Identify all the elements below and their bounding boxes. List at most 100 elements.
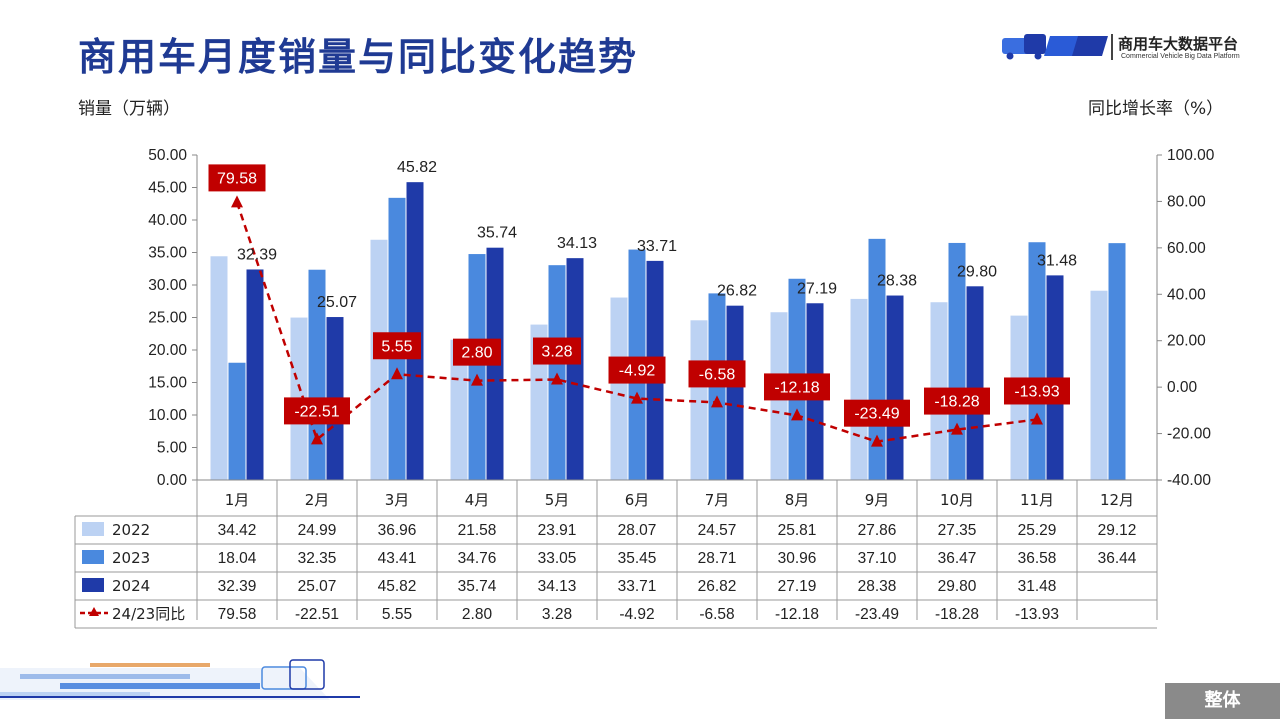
ratio-label-box-10月 <box>924 387 990 415</box>
table-cell-24/23同比-5月: 3.28 <box>542 606 572 623</box>
page-title: 商用车月度销量与同比变化趋势 <box>78 35 639 79</box>
axes-layer: 0.00 5.00 10.00 15.00 20.00 25.00 30.00 35.00 40… <box>148 147 1215 489</box>
bar-2022-12月 <box>1090 290 1108 480</box>
month-label-3月: 3月 <box>385 491 410 509</box>
bar-2024-9月 <box>886 295 904 480</box>
bar-2023-12月 <box>1108 243 1126 480</box>
bar-label-2024-11月: 31.48 <box>1037 252 1077 269</box>
bar-2024-5月 <box>566 258 584 480</box>
ratio-label-box-11月 <box>1004 377 1070 405</box>
table-cell-24/23同比-3月: 5.55 <box>382 606 412 623</box>
legend-label-2024: 2024 <box>112 577 150 595</box>
table-cell-2023-7月: 28.71 <box>698 550 737 567</box>
table-cell-2023-5月: 33.05 <box>538 550 577 567</box>
month-label-11月: 11月 <box>1020 491 1054 509</box>
right-tick-label: 0.00 <box>1167 379 1198 396</box>
ratio-label-box-5月 <box>533 337 581 365</box>
logo-name: 商用车大数据平台 <box>1118 35 1239 53</box>
right-tick-label: 100.00 <box>1167 147 1215 164</box>
bar-label-2024-1月: 32.39 <box>237 246 277 263</box>
right-tick-label: 40.00 <box>1167 286 1206 303</box>
table-cell-2024-4月: 35.74 <box>458 578 497 595</box>
bar-2022-9月 <box>850 298 868 480</box>
right-tick-label: -20.00 <box>1167 426 1211 443</box>
scope-badge[interactable]: 整体 <box>1165 683 1280 719</box>
bar-label-2024-8月: 27.19 <box>797 280 837 297</box>
table-cell-2024-6月: 33.71 <box>618 578 657 595</box>
ratio-label-box-2月 <box>284 397 350 425</box>
table-cell-2024-11月: 31.48 <box>1018 578 1057 595</box>
table-cell-2024-10月: 29.80 <box>938 578 977 595</box>
table-cell-2024-3月: 45.82 <box>378 578 417 595</box>
table-cell-2023-6月: 35.45 <box>618 550 657 567</box>
table-cell-2023-12月: 36.44 <box>1098 550 1137 567</box>
month-label-8月: 8月 <box>785 491 810 509</box>
data-table: 1月 2月 3月 4月 5月 6月 7月 8月 9月 10月 11月 12月 2022 34.42 24.9… <box>74 480 1158 629</box>
table-cell-2022-1月: 34.42 <box>218 522 257 539</box>
left-tick-label: 40.00 <box>148 212 187 229</box>
left-tick-label: 10.00 <box>148 407 187 424</box>
bar-2024-3月 <box>406 182 424 481</box>
right-tick-label: 20.00 <box>1167 333 1206 350</box>
legend-swatch-2023 <box>82 550 104 564</box>
ratio-label-6月: -4.92 <box>619 363 656 380</box>
bar-label-2024-6月: 33.71 <box>637 238 677 255</box>
right-tick-label: -40.00 <box>1167 472 1211 489</box>
bar-2024-10月 <box>966 286 984 480</box>
table-cell-2022-4月: 21.58 <box>458 522 497 539</box>
bar-label-2024-4月: 35.74 <box>477 225 517 242</box>
bar-2022-6月 <box>610 297 628 480</box>
ratio-label-11月: -13.93 <box>1014 383 1059 400</box>
table-cell-2023-8月: 30.96 <box>778 550 817 567</box>
bar-label-2024-9月: 28.38 <box>877 273 917 290</box>
table-cell-2022-5月: 23.91 <box>538 522 577 539</box>
legend-swatch-2024 <box>82 578 104 592</box>
bar-2022-1月 <box>210 256 228 480</box>
table-cell-2024-8月: 27.19 <box>778 578 817 595</box>
ratio-label-box-6月 <box>608 356 666 384</box>
right-tick-label: 80.00 <box>1167 193 1206 210</box>
table-cell-2023-2月: 32.35 <box>298 550 337 567</box>
left-tick-label: 45.00 <box>148 180 187 197</box>
ratio-line-layer <box>231 195 1043 447</box>
table-cell-24/23同比-11月: -13.93 <box>1015 606 1059 623</box>
left-axis-unit: 销量（万辆） <box>78 99 180 119</box>
ratio-marker-5月 <box>551 372 563 385</box>
bar-label-2024-2月: 25.07 <box>317 294 357 311</box>
legend-marker-ratio <box>89 607 99 616</box>
bar-2022-3月 <box>370 239 388 480</box>
table-cell-2022-3月: 36.96 <box>378 522 417 539</box>
table-cell-2022-10月: 27.35 <box>938 522 977 539</box>
bar-2023-4月 <box>468 254 486 480</box>
ratio-marker-2月 <box>311 432 323 445</box>
ratio-marker-9月 <box>871 434 883 447</box>
bar-2023-1月 <box>228 362 246 480</box>
table-cell-2023-9月: 37.10 <box>858 550 897 567</box>
left-tick-label: 30.00 <box>148 277 187 294</box>
bar-2024-1月 <box>246 269 264 480</box>
table-cell-24/23同比-9月: -23.49 <box>855 606 899 623</box>
month-label-1月: 1月 <box>225 491 250 509</box>
logo-subtitle: Commercial Vehicle Big Data Platform <box>1121 53 1240 60</box>
left-tick-label: 35.00 <box>148 245 187 262</box>
ratio-label-10月: -18.28 <box>934 394 979 411</box>
table-cell-24/23同比-7月: -6.58 <box>699 606 734 623</box>
ratio-label-box-3月 <box>373 332 421 360</box>
bars-layer <box>210 182 1126 481</box>
table-cell-2023-11月: 36.58 <box>1018 550 1057 567</box>
table-cell-24/23同比-6月: -4.92 <box>619 606 654 623</box>
table-cell-24/23同比-10月: -18.28 <box>935 606 979 623</box>
table-cell-2023-4月: 34.76 <box>458 550 497 567</box>
left-tick-label: 5.00 <box>157 440 188 457</box>
left-tick-label: 0.00 <box>157 472 188 489</box>
table-cell-24/23同比-4月: 2.80 <box>462 606 493 623</box>
cvbd-logo <box>1002 34 1113 60</box>
ratio-label-box-9月 <box>844 399 910 427</box>
bar-2022-4月 <box>450 339 468 480</box>
legend-swatch-2022 <box>82 522 104 536</box>
table-cell-2024-2月: 25.07 <box>298 578 337 595</box>
month-label-2月: 2月 <box>305 491 330 509</box>
ratio-marker-10月 <box>951 422 963 435</box>
ratio-marker-11月 <box>1031 412 1043 425</box>
table-cell-2022-8月: 25.81 <box>778 522 817 539</box>
